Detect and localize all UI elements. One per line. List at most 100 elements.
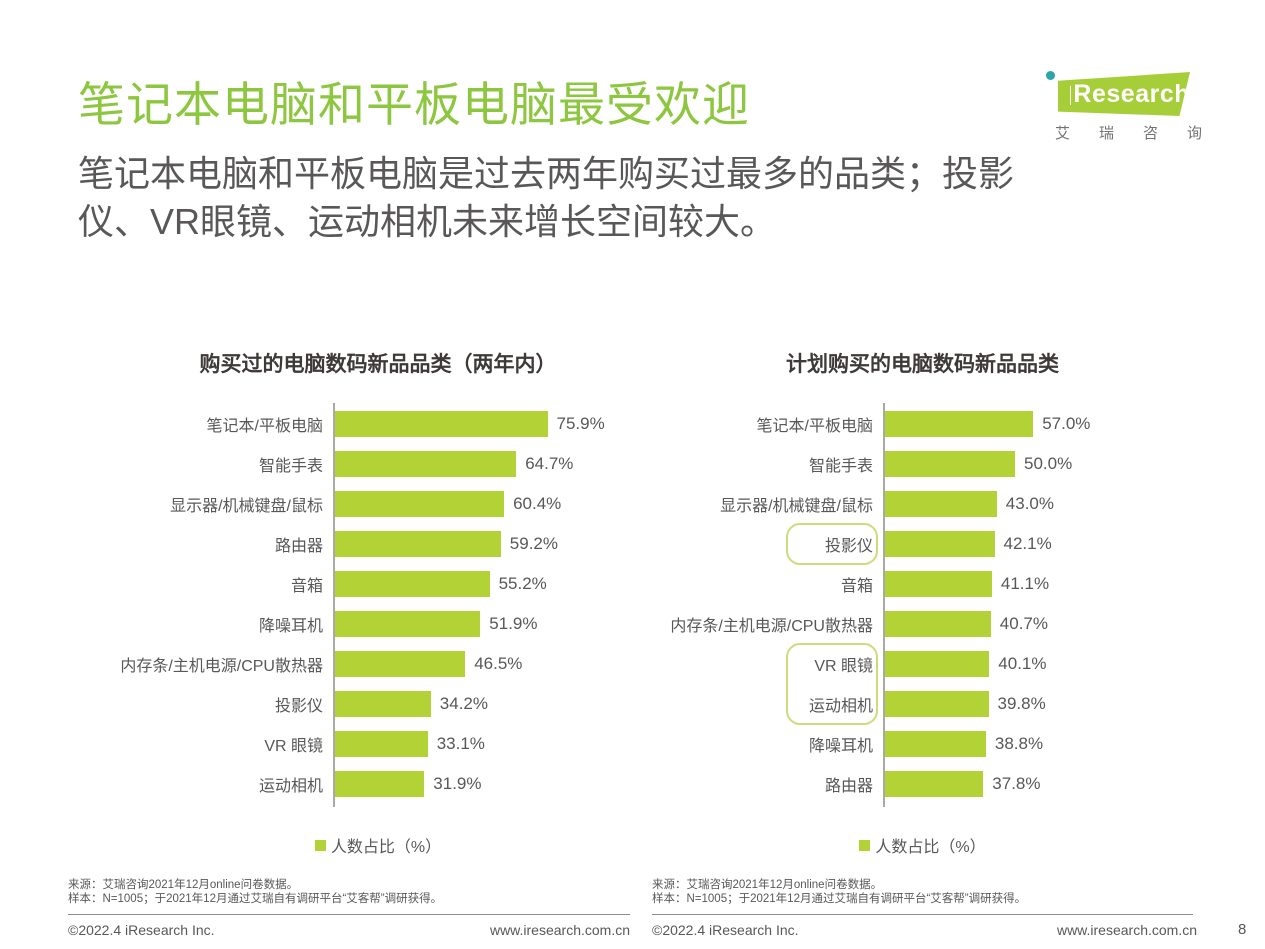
value-label: 41.1% — [1000, 574, 1050, 593]
value-label: 31.9% — [433, 774, 482, 793]
category-label: 音箱 — [840, 578, 873, 595]
legend-label: 人数占比（%） — [330, 839, 442, 856]
bar-row: 显示器/机械键盘/鼠标 43.0% — [650, 484, 1195, 524]
chart-planned-legend: 人数占比（%） — [650, 833, 1195, 857]
bar-row: 内存条/主机电源/CPU散热器 40.7% — [650, 604, 1195, 644]
bar — [335, 491, 505, 517]
category-label: 智能手表 — [258, 458, 323, 475]
bar-row: VR 眼镜 33.1% — [83, 724, 673, 764]
bar — [335, 731, 428, 757]
footer-divider-right — [652, 914, 1193, 915]
highlight-box — [786, 643, 878, 725]
category-label: 降噪耳机 — [258, 618, 323, 635]
bar-row: 路由器 59.2% — [83, 524, 673, 564]
bar — [335, 451, 517, 477]
bar-track: 40.1% — [883, 644, 1195, 684]
bar-track: 42.1% — [883, 524, 1195, 564]
chart-purchased-rows: 笔记本/平板电脑 75.9% 智能手表 64.7% 显示器/机械键盘/鼠标 60.4% 路由… — [83, 403, 673, 807]
legend-swatch-icon — [859, 839, 871, 851]
bar-track: 59.2% — [333, 524, 673, 564]
bar-track: 41.1% — [883, 564, 1195, 604]
bar-track: 75.9% — [333, 404, 673, 444]
bar-track: 46.5% — [333, 644, 673, 684]
bar-row: 降噪耳机 51.9% — [83, 604, 673, 644]
value-label: 43.0% — [1005, 494, 1054, 513]
bar-row: 智能手表 64.7% — [83, 444, 673, 484]
category-label: 显示器/机械键盘/鼠标 — [170, 498, 323, 515]
bar-row: 音箱 41.1% — [650, 564, 1195, 604]
page-title: 笔记本电脑和平板电脑最受欢迎 — [78, 78, 750, 131]
website-text: www.iresearch.com.cn — [489, 922, 630, 938]
bar-track: 60.4% — [333, 484, 673, 524]
bar-track: 43.0% — [883, 484, 1195, 524]
bar-track: 55.2% — [333, 564, 673, 604]
bar — [335, 651, 466, 677]
bar — [335, 531, 501, 557]
footer-divider-left — [68, 914, 630, 915]
footer-left: ©2022.4 iResearch Inc. www.iresearch.com… — [68, 922, 630, 938]
logo-dot-icon — [1046, 71, 1055, 80]
bar-track: 57.0% — [883, 404, 1195, 444]
bar-row: 音箱 55.2% — [83, 564, 673, 604]
website-text: www.iresearch.com.cn — [1056, 922, 1197, 938]
category-label: VR 眼镜 — [264, 738, 323, 755]
y-axis-line — [883, 403, 885, 807]
value-label: 55.2% — [498, 574, 547, 593]
chart-planned-title: 计划购买的电脑数码新品品类 — [786, 353, 1059, 376]
legend-swatch-icon — [314, 839, 326, 851]
copyright-text: ©2022.4 iResearch Inc. — [652, 922, 799, 938]
value-label: 46.5% — [474, 654, 523, 673]
value-label: 60.4% — [513, 494, 562, 513]
category-label: 内存条/主机电源/CPU散热器 — [670, 618, 873, 635]
value-label: 64.7% — [525, 454, 574, 473]
bar — [335, 691, 431, 717]
source-line-2: 样本：N=1005；于2021年12月通过艾瑞自有调研平台“艾客帮”调研获得。 — [68, 892, 443, 905]
source-note-left: 来源：艾瑞咨询2021年12月online问卷数据。 样本：N=1005；于20… — [68, 879, 630, 906]
bar — [885, 731, 986, 757]
value-label: 37.8% — [992, 774, 1041, 793]
value-label: 75.9% — [556, 414, 605, 433]
source-line-2: 样本：N=1005；于2021年12月通过艾瑞自有调研平台“艾客帮”调研获得。 — [652, 892, 1027, 905]
logo-brand-text: Research — [1073, 79, 1190, 108]
category-label: 运动相机 — [808, 698, 873, 715]
iresearch-logo: Research 艾瑞咨询 — [1040, 68, 1215, 148]
bar-row: 智能手表 50.0% — [650, 444, 1195, 484]
logo-i-stem — [1070, 85, 1072, 105]
subtitle-line-2: 仪、VR眼镜、运动相机未来增长空间较大。 — [78, 201, 777, 242]
bar — [885, 531, 995, 557]
logo-caption: 艾瑞咨询 — [1055, 125, 1232, 142]
bar-row: VR 眼镜 40.1% — [650, 644, 1195, 684]
bar-row: 运动相机 39.8% — [650, 684, 1195, 724]
logo-flag-shape: Research — [1058, 72, 1190, 116]
bar-row: 显示器/机械键盘/鼠标 60.4% — [83, 484, 673, 524]
bar-row: 笔记本/平板电脑 75.9% — [83, 404, 673, 444]
value-label: 34.2% — [439, 694, 488, 713]
value-label: 57.0% — [1042, 414, 1091, 433]
bar — [335, 771, 425, 797]
bar-track: 34.2% — [333, 684, 673, 724]
chart-purchased-legend: 人数占比（%） — [83, 833, 673, 857]
source-note-right: 来源：艾瑞咨询2021年12月online问卷数据。 样本：N=1005；于20… — [652, 879, 1193, 906]
category-label: 音箱 — [290, 578, 323, 595]
bar-row: 内存条/主机电源/CPU散热器 46.5% — [83, 644, 673, 684]
bar — [885, 651, 990, 677]
value-label: 59.2% — [509, 534, 558, 553]
chart-purchased-title: 购买过的电脑数码新品品类（两年内） — [199, 353, 557, 376]
bar-track: 31.9% — [333, 764, 673, 804]
category-label: 智能手表 — [808, 458, 873, 475]
value-label: 39.8% — [997, 694, 1046, 713]
bar — [885, 451, 1015, 477]
bar-track: 33.1% — [333, 724, 673, 764]
value-label: 33.1% — [436, 734, 485, 753]
category-label: 内存条/主机电源/CPU散热器 — [120, 658, 323, 675]
source-line-1: 来源：艾瑞咨询2021年12月online问卷数据。 — [652, 879, 883, 891]
subtitle-line-1: 笔记本电脑和平板电脑是过去两年购买过最多的品类；投影 — [78, 153, 1015, 194]
category-label: VR 眼镜 — [814, 658, 873, 675]
legend-label: 人数占比（%） — [875, 839, 986, 856]
bar — [335, 411, 548, 437]
copyright-text: ©2022.4 iResearch Inc. — [68, 922, 215, 938]
bar — [885, 491, 997, 517]
chart-planned: 计划购买的电脑数码新品品类 笔记本/平板电脑 57.0% 智能手表 50.0% 显示器/… — [650, 348, 1195, 857]
bar — [335, 611, 481, 637]
bar — [885, 571, 992, 597]
